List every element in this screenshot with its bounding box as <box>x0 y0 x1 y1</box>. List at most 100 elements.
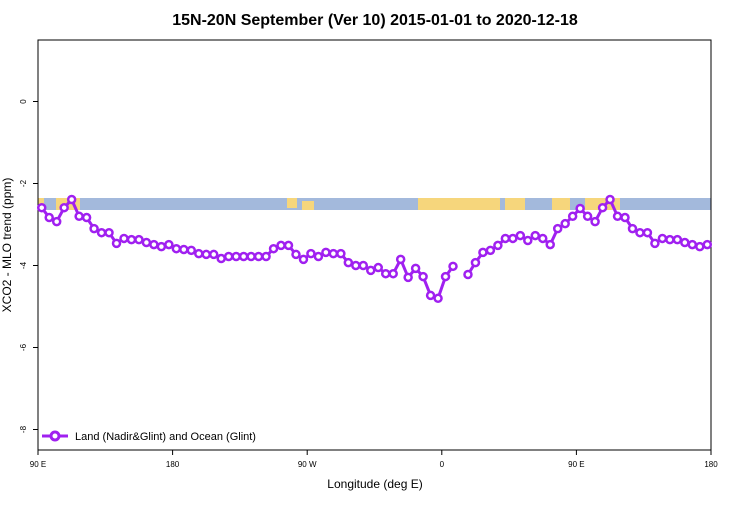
data-point <box>500 233 511 244</box>
data-point <box>418 271 428 282</box>
x-tick-label: 180 <box>166 460 180 469</box>
data-point <box>59 202 69 213</box>
data-point <box>425 290 436 301</box>
legend-label: Land (Nadir&Glint) and Ocean (Glint) <box>75 431 256 443</box>
data-point <box>351 260 361 271</box>
data-point <box>567 211 578 222</box>
data-point <box>657 233 668 244</box>
y-tick-label: 0 <box>19 99 28 104</box>
data-point <box>164 239 174 250</box>
data-point <box>298 254 309 265</box>
data-point <box>515 230 526 241</box>
x-tick-label: 90 E <box>30 460 46 469</box>
data-point <box>642 227 653 238</box>
data-point <box>231 251 241 262</box>
data-point <box>680 237 690 248</box>
data-point <box>51 216 62 227</box>
data-point <box>463 269 473 280</box>
data-point <box>66 194 77 205</box>
x-tick-label: 90 E <box>568 460 584 469</box>
data-point <box>201 249 211 260</box>
data-point <box>89 223 99 234</box>
y-tick-label: -8 <box>19 425 28 433</box>
data-point <box>508 233 518 244</box>
data-point <box>470 257 481 268</box>
plot-frame <box>37 39 712 451</box>
data-point <box>672 234 683 245</box>
x-tick-label: 90 W <box>298 460 317 469</box>
data-point <box>380 268 391 279</box>
data-point <box>597 202 608 213</box>
data-point <box>253 251 264 262</box>
data-point <box>687 239 698 250</box>
data-point <box>306 248 316 259</box>
data-point <box>36 202 47 213</box>
data-point <box>403 272 413 283</box>
data-point <box>276 240 286 251</box>
x-tick-label: 180 <box>704 460 718 469</box>
data-point <box>560 218 570 229</box>
data-point <box>104 227 114 238</box>
data-point <box>321 247 331 258</box>
data-point <box>575 203 585 214</box>
data-point <box>530 230 541 241</box>
data-point <box>478 247 488 258</box>
data-point <box>582 211 593 222</box>
data-point <box>328 248 339 259</box>
data-point <box>395 254 406 265</box>
y-tick-label: -4 <box>19 261 28 269</box>
data-point <box>81 212 92 223</box>
data-point <box>552 223 563 234</box>
data-point <box>171 243 182 254</box>
data-point <box>627 223 638 234</box>
data-point <box>44 212 54 223</box>
data-point <box>590 216 600 227</box>
data-point <box>261 251 271 262</box>
data-point <box>665 234 675 245</box>
data-point <box>388 268 398 279</box>
y-axis-label: XCO2 - MLO trend (ppm) <box>0 178 14 313</box>
data-point <box>545 239 555 250</box>
data-point <box>538 233 548 244</box>
data-point <box>141 237 152 248</box>
data-point <box>612 211 623 222</box>
data-point <box>620 212 630 223</box>
data-point <box>283 240 294 251</box>
chart-title: 15N-20N September (Ver 10) 2015-01-01 to… <box>172 12 578 29</box>
data-point <box>186 245 197 256</box>
y-tick-label: -2 <box>19 179 28 187</box>
data-point <box>111 238 122 249</box>
data-point <box>523 235 533 246</box>
data-point <box>485 245 496 256</box>
data-point <box>366 265 376 276</box>
data-point <box>238 251 249 262</box>
data-point <box>179 244 189 255</box>
data-point <box>126 234 137 245</box>
data-point <box>336 248 346 259</box>
data-point <box>433 293 443 304</box>
data-point <box>246 251 256 262</box>
data-point <box>149 239 159 250</box>
data-point <box>702 239 713 250</box>
data-point <box>448 261 458 272</box>
legend-marker <box>49 430 61 442</box>
data-point <box>74 211 84 222</box>
data-point <box>216 253 226 264</box>
data-point <box>343 257 354 268</box>
legend: Land (Nadir&Glint) and Ocean (Glint) <box>42 430 256 443</box>
data-point <box>134 234 144 245</box>
data-point <box>373 262 383 273</box>
data-point <box>268 243 279 254</box>
data-point <box>635 227 645 238</box>
data-point <box>119 233 129 244</box>
x-tick-label: 0 <box>440 460 445 469</box>
data-point <box>605 194 615 205</box>
data-point <box>358 260 369 271</box>
data-point <box>156 241 167 252</box>
data-point <box>208 249 219 260</box>
data-point <box>291 249 301 260</box>
data-point <box>410 263 421 274</box>
data-point <box>650 238 660 249</box>
data-point <box>313 251 324 262</box>
